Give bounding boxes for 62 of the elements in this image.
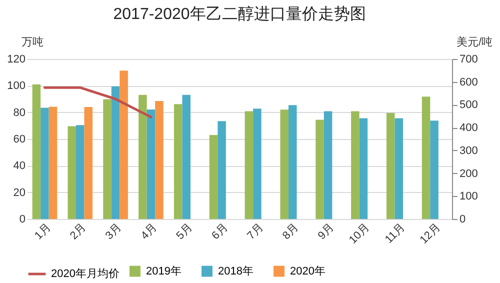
y2-tick-label: 300 [460, 144, 478, 157]
bar [359, 118, 368, 219]
bar [138, 94, 147, 219]
y2-tick-label: 100 [460, 190, 478, 203]
bar [253, 108, 262, 219]
x-tick-label: 10月 [347, 222, 372, 246]
bar [394, 118, 404, 219]
bar [32, 84, 41, 219]
bar [48, 106, 58, 219]
x-tick-label: 11月 [383, 222, 408, 246]
bar [155, 101, 164, 219]
bar [120, 70, 128, 219]
y-tick-label: 40 [13, 160, 26, 172]
chart-title: 2017-2020年乙二醇进口量价走势图 [113, 5, 366, 23]
bar [316, 120, 324, 219]
bar [288, 105, 297, 219]
bar [209, 135, 218, 219]
bar [84, 107, 93, 219]
y-tick-label: 0 [19, 214, 26, 226]
legend-label: 2020年月均价 [51, 268, 120, 280]
x-tick-label: 5月 [174, 222, 195, 242]
y-tick-label: 80 [13, 106, 26, 119]
x-tick-label: 8月 [280, 222, 302, 242]
legend-label: 2019年 [146, 265, 182, 278]
legend-label: 2018年 [218, 265, 254, 278]
bar [244, 111, 254, 219]
bar [103, 99, 112, 219]
bar [430, 120, 438, 219]
bar [218, 121, 226, 219]
y2-tick-label: 700 [460, 54, 478, 66]
y-tick-label: 60 [13, 134, 26, 146]
bar [351, 111, 360, 219]
x-tick-label: 9月 [316, 222, 337, 242]
bar [76, 125, 84, 219]
y2-tick-label: 200 [460, 168, 478, 180]
y-tick-label: 20 [13, 186, 26, 199]
x-tick-label: 4月 [138, 222, 160, 242]
x-tick-label: 2月 [68, 222, 89, 242]
x-tick-label: 6月 [210, 222, 230, 242]
y2-tick-label: 0 [460, 214, 466, 226]
bar [40, 108, 49, 219]
y-tick-label: 120 [7, 54, 26, 66]
bar [146, 110, 156, 219]
bar [174, 104, 182, 219]
y-tick-label: 100 [7, 80, 26, 92]
bar [182, 94, 191, 219]
x-tick-label: 7月 [245, 222, 266, 242]
bar [280, 110, 288, 219]
legend-label: 2020年 [290, 265, 326, 278]
y2-tick-label: 600 [460, 76, 478, 88]
x-tick-label: 1月 [32, 222, 54, 242]
x-tick-label: 3月 [103, 222, 124, 242]
bar [68, 126, 76, 219]
bar [422, 96, 430, 219]
x-tick-label: 12月 [418, 222, 443, 246]
y-axis-title: 万吨 [22, 36, 44, 48]
bar [324, 111, 332, 219]
y2-tick-label: 500 [460, 99, 478, 112]
y2-tick-label: 400 [460, 122, 478, 134]
y2-axis-title: 美元/吨 [456, 36, 492, 48]
bar [111, 86, 120, 219]
bar [386, 113, 395, 219]
